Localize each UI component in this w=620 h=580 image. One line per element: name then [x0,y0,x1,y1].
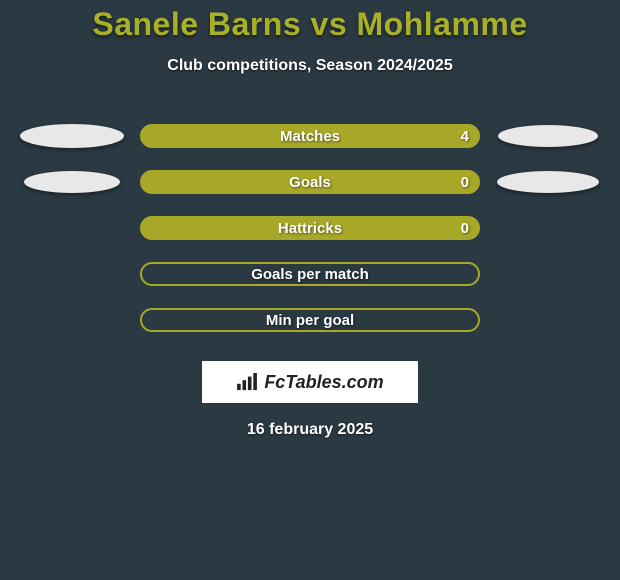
right-side [488,171,608,193]
left-side [12,171,132,193]
comparison-infographic: Sanele Barns vs Mohlamme Club competitio… [0,0,620,439]
stat-value: 4 [461,128,469,145]
stat-row-gpm: Goals per match [0,251,620,297]
logo-box: FcTables.com [202,361,418,403]
stat-label: Goals [141,174,479,191]
right-ellipse [498,125,598,147]
date-text: 16 february 2025 [0,421,620,439]
page-title: Sanele Barns vs Mohlamme [0,6,620,43]
stat-bar: Goals per match [140,262,480,286]
right-ellipse [497,171,599,193]
stat-label: Matches [141,128,479,145]
logo-text: FcTables.com [264,372,383,393]
stat-row-hattricks: Hattricks 0 [0,205,620,251]
left-side [12,124,132,148]
stat-row-matches: Matches 4 [0,113,620,159]
stat-bar: Hattricks 0 [140,216,480,240]
left-ellipse [20,124,124,148]
stat-value: 0 [461,174,469,191]
right-side [488,125,608,147]
stat-row-mpg: Min per goal [0,297,620,343]
stat-label: Min per goal [142,312,478,329]
stat-bar: Goals 0 [140,170,480,194]
subtitle: Club competitions, Season 2024/2025 [0,57,620,75]
left-ellipse [24,171,120,193]
stat-value: 0 [461,220,469,237]
stat-label: Hattricks [141,220,479,237]
stat-bar: Min per goal [140,308,480,332]
stat-row-goals: Goals 0 [0,159,620,205]
stat-bar: Matches 4 [140,124,480,148]
stats-rows: Matches 4 Goals 0 Hattricks 0 [0,113,620,343]
stat-label: Goals per match [142,266,478,283]
chart-bars-icon [236,373,258,391]
